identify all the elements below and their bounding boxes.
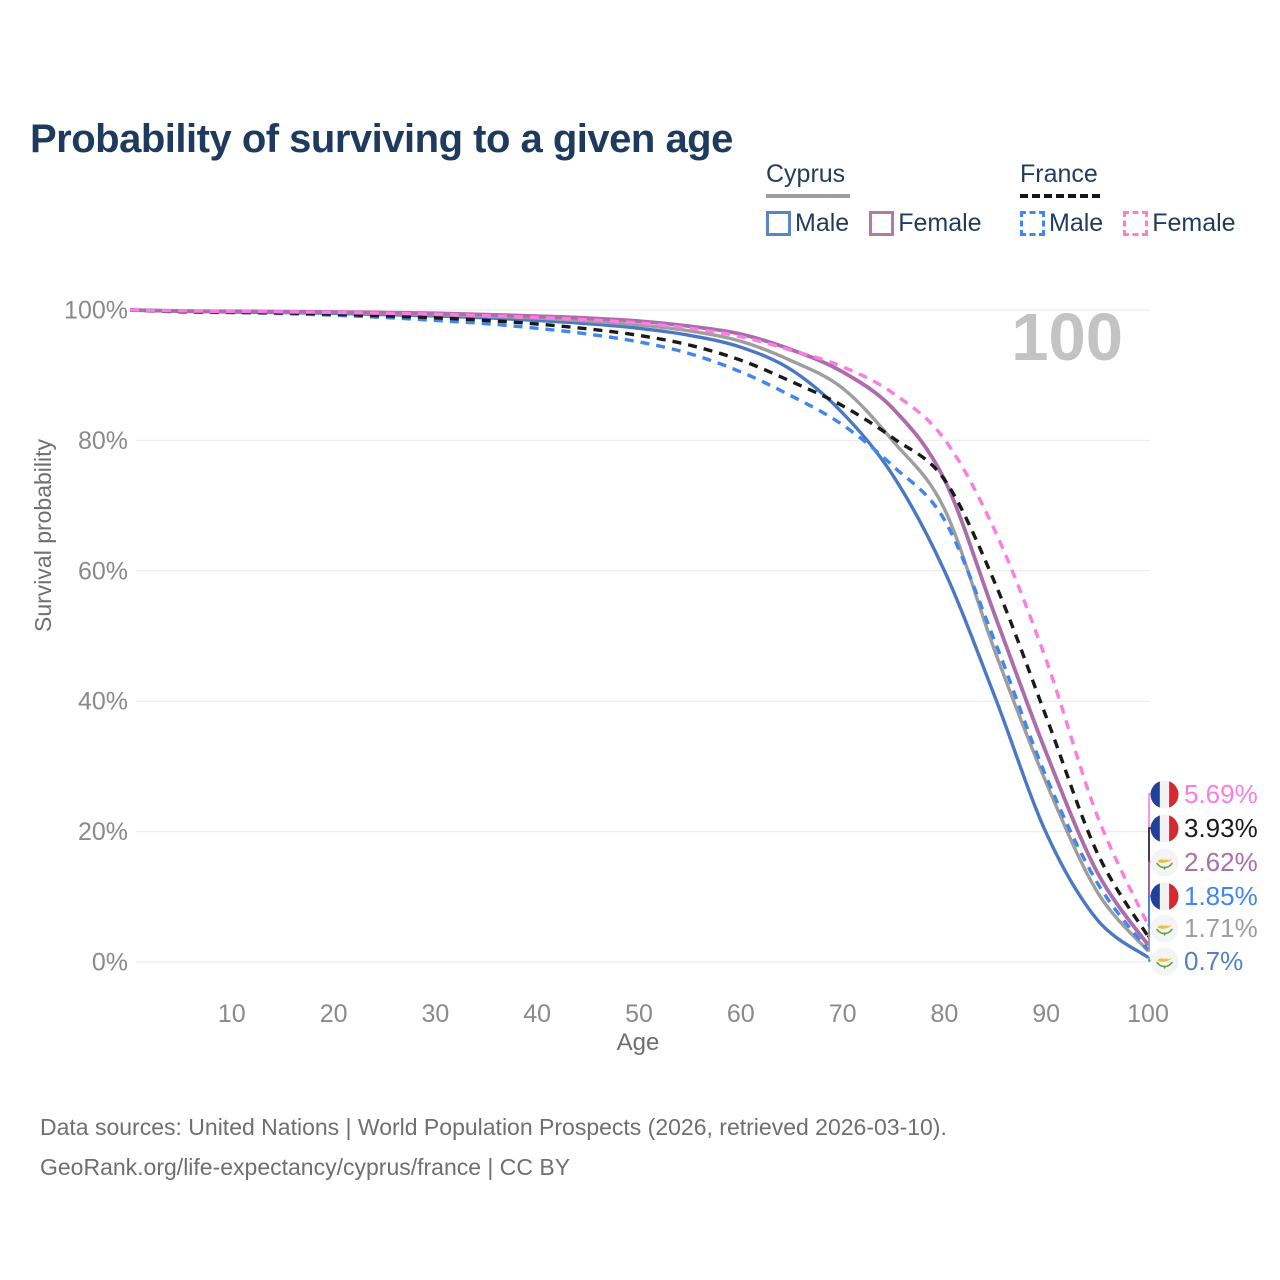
- legend-cyprus-title[interactable]: Cyprus: [766, 160, 846, 188]
- x-tick-label: 60: [727, 1000, 755, 1028]
- france-flag-icon: [1150, 814, 1179, 843]
- cyprus-flag-icon: [1150, 946, 1179, 976]
- x-axis-title: Age: [617, 1029, 660, 1056]
- y-tick-label: 60%: [78, 557, 128, 585]
- x-tick-label: 90: [1032, 1000, 1060, 1028]
- legend-label-france-male: Male: [1049, 209, 1104, 237]
- legend-item-cyprus-male[interactable]: Male: [766, 209, 849, 238]
- end-label-cyprus-total[interactable]: 1.71%: [1150, 913, 1258, 943]
- page-title: Probability of surviving to a given age: [30, 116, 733, 161]
- y-tick-label: 0%: [92, 949, 128, 977]
- x-tick-label: 10: [218, 1000, 246, 1028]
- cyprus-flag-icon: [1150, 847, 1179, 877]
- legend-label-france-female: Female: [1152, 209, 1236, 237]
- france-female-swatch-icon: [1123, 211, 1149, 236]
- end-label-value: 5.69%: [1184, 778, 1258, 809]
- legend-label-cyprus-male: Male: [795, 209, 850, 237]
- y-tick-label: 80%: [78, 427, 128, 455]
- end-label-value: 3.93%: [1184, 812, 1258, 843]
- end-label-cyprus-male[interactable]: 0.7%: [1150, 946, 1243, 976]
- gridlines: [136, 309, 1150, 963]
- end-label-value: 1.85%: [1184, 880, 1258, 911]
- x-tick-label: 20: [320, 1000, 348, 1028]
- x-axis-ticks: 10 20 30 40 50 60 70 80 90 100: [218, 1000, 1169, 1028]
- legend-group-cyprus: Cyprus Male Female: [766, 160, 1002, 238]
- end-label-france-female[interactable]: 5.69%: [1150, 779, 1258, 809]
- legend-group-france: France Male Female: [1020, 160, 1256, 238]
- line-france-male[interactable]: [129, 308, 1150, 951]
- data-sources-line1: Data sources: United Nations | World Pop…: [40, 1114, 947, 1140]
- end-label-value: 1.71%: [1184, 912, 1258, 943]
- data-sources-line2[interactable]: GeoRank.org/life-expectancy/cyprus/franc…: [40, 1154, 571, 1180]
- cyprus-male-swatch-icon: [766, 211, 791, 236]
- data-sources-note: Data sources: United Nations | World Pop…: [40, 1107, 947, 1187]
- legend-item-france-female[interactable]: Female: [1123, 209, 1236, 238]
- legend-cyprus-line-swatch: [766, 194, 850, 198]
- x-tick-label: 70: [829, 1000, 857, 1028]
- line-cyprus-female[interactable]: [129, 308, 1150, 946]
- legend-item-france-male[interactable]: Male: [1020, 209, 1103, 238]
- x-tick-label: 100: [1127, 1000, 1169, 1028]
- series-lines: [129, 308, 1150, 959]
- x-tick-label: 40: [523, 1000, 551, 1028]
- legend-france-title[interactable]: France: [1020, 160, 1098, 188]
- y-axis-ticks: 0% 20% 40% 60% 80% 100%: [64, 297, 128, 977]
- line-cyprus-total[interactable]: [129, 308, 1150, 953]
- y-tick-label: 20%: [78, 818, 128, 846]
- france-flag-icon: [1150, 882, 1179, 911]
- y-tick-label: 100%: [64, 297, 128, 325]
- line-cyprus-male[interactable]: [129, 308, 1150, 959]
- end-label-france-total[interactable]: 3.93%: [1150, 813, 1258, 843]
- y-tick-label: 40%: [78, 688, 128, 716]
- legend-label-cyprus-female: Female: [898, 209, 982, 237]
- end-label-value: 2.62%: [1184, 846, 1258, 877]
- end-label-value: 0.7%: [1184, 945, 1244, 976]
- x-tick-label: 50: [625, 1000, 653, 1028]
- cyprus-flag-icon: [1150, 913, 1179, 943]
- end-label-france-male[interactable]: 1.85%: [1150, 881, 1258, 911]
- legend-item-cyprus-female[interactable]: Female: [869, 209, 982, 238]
- line-france-female[interactable]: [129, 308, 1150, 926]
- france-flag-icon: [1150, 780, 1179, 809]
- x-tick-label: 80: [930, 1000, 958, 1028]
- legend-france-line-swatch: [1020, 194, 1100, 198]
- age-counter-watermark: 100: [1011, 300, 1123, 375]
- france-male-swatch-icon: [1020, 211, 1045, 236]
- cyprus-female-swatch-icon: [869, 211, 895, 236]
- y-axis-title: Survival probability: [30, 438, 56, 632]
- line-france-total[interactable]: [129, 308, 1150, 938]
- x-tick-label: 30: [421, 1000, 449, 1028]
- end-label-cyprus-female[interactable]: 2.62%: [1150, 847, 1258, 877]
